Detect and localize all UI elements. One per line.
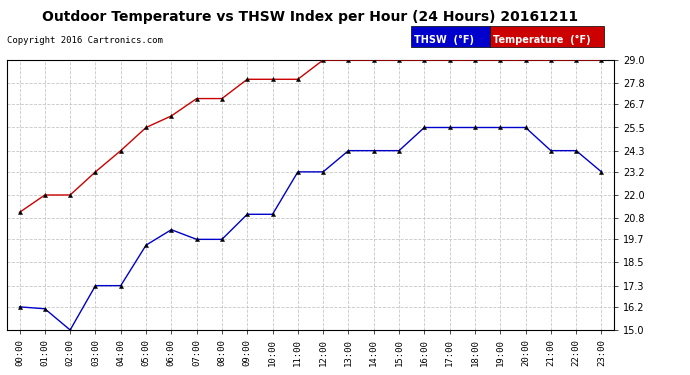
Text: THSW  (°F): THSW (°F)	[414, 35, 474, 45]
Title: Outdoor Temperature vs THSW Index per Hour (24 Hours) 20161211: Outdoor Temperature vs THSW Index per Ho…	[43, 10, 578, 24]
Text: Temperature  (°F): Temperature (°F)	[493, 35, 591, 45]
Text: Copyright 2016 Cartronics.com: Copyright 2016 Cartronics.com	[7, 36, 163, 45]
